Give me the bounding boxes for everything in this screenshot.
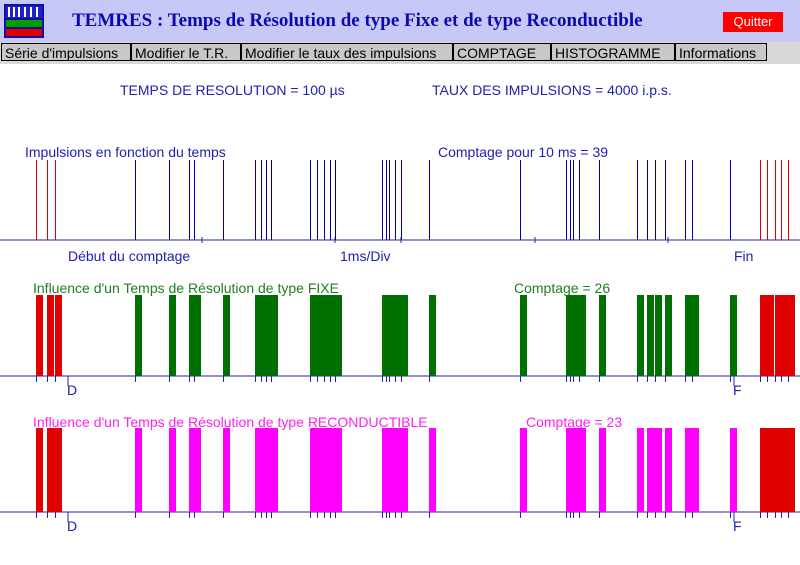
reconductible-pulse-bar <box>255 428 278 512</box>
resolution-time-text: TEMPS DE RESOLUTION = 100 µs <box>120 82 345 98</box>
fixed-pulse-bar <box>223 295 230 376</box>
fixed-pulse-bar <box>692 295 699 376</box>
reconductible-pulse-bar <box>665 428 672 512</box>
fixed-pulse-bar <box>730 295 737 376</box>
menu-modifier-taux[interactable]: Modifier le taux des impulsions <box>241 43 453 61</box>
menu-modifier-tr[interactable]: Modifier le T.R. <box>131 43 241 61</box>
reconductible-pulse-bar <box>135 428 142 512</box>
menu-serie-impulsions[interactable]: Série d'impulsions <box>1 43 131 61</box>
fixed-pulse-bar <box>395 295 402 376</box>
fixed-pulse-bar <box>310 295 317 376</box>
fixed-pulse-bar <box>271 295 278 376</box>
fixed-pulse-bar <box>389 295 396 376</box>
fixed-pulse-bar <box>189 295 196 376</box>
fixed-pulse-bar <box>647 295 654 376</box>
panel1-count: Comptage pour 10 ms = 39 <box>438 144 609 160</box>
menu-informations[interactable]: Informations <box>675 43 767 61</box>
reconductible-pulse-bar <box>637 428 644 512</box>
reconductible-pulse-bar <box>566 428 586 512</box>
menu-bar: Série d'impulsions Modifier le T.R. Modi… <box>0 42 800 64</box>
fixed-pulse-bar <box>767 295 774 376</box>
quit-button[interactable]: Quitter <box>723 12 783 32</box>
reconductible-pulse-bar <box>310 428 342 512</box>
reconductible-pulse-bar <box>36 428 43 512</box>
fixed-pulse-bar <box>266 295 273 376</box>
app-logo-icon <box>4 4 44 38</box>
panel3-count: Comptage = 23 <box>526 414 623 430</box>
reconductible-pulse-bar <box>223 428 230 512</box>
reconductible-pulse-bar <box>47 428 62 512</box>
menu-histogramme[interactable]: HISTOGRAMME <box>551 43 675 61</box>
fixed-pulse-bar <box>781 295 788 376</box>
fixed-pulse-bar <box>520 295 527 376</box>
fixed-pulse-bar <box>324 295 331 376</box>
fixed-pulse-bar <box>335 295 342 376</box>
panel2-count: Comptage = 26 <box>514 280 611 296</box>
reconductible-pulse-bar <box>599 428 606 512</box>
fixed-pulse-bar <box>135 295 142 376</box>
fixed-pulse-bar <box>169 295 176 376</box>
fixed-pulse-bar <box>775 295 782 376</box>
fixed-pulse-bar <box>760 295 767 376</box>
start-label: Début du comptage <box>68 248 191 264</box>
fixed-pulse-bar <box>599 295 606 376</box>
reconductible-pulse-bar <box>730 428 737 512</box>
fixed-pulse-bar <box>573 295 580 376</box>
fixed-pulse-bar <box>317 295 324 376</box>
reconductible-pulse-bar <box>429 428 436 512</box>
fixed-pulse-bar <box>566 295 573 376</box>
reconductible-pulse-bar <box>647 428 662 512</box>
reconductible-pulse-bar <box>382 428 408 512</box>
reconductible-pulse-bar <box>685 428 699 512</box>
panel2-start-marker: D <box>67 382 78 398</box>
fixed-pulse-bar <box>655 295 662 376</box>
fixed-pulse-bar <box>429 295 436 376</box>
fixed-pulse-bar <box>330 295 337 376</box>
fixed-pulse-bar <box>788 295 795 376</box>
panel3-start-marker: D <box>67 518 78 534</box>
fixed-pulse-bar <box>685 295 692 376</box>
reconductible-pulse-bar <box>189 428 201 512</box>
fixed-pulse-bar <box>36 295 43 376</box>
panel2-end-marker: F <box>733 382 742 398</box>
reconductible-pulse-bar <box>760 428 795 512</box>
panel3-title: Influence d'un Temps de Résolution de ty… <box>33 414 428 430</box>
fixed-pulse-bar <box>55 295 62 376</box>
reconductible-pulse-bar <box>169 428 176 512</box>
panel3-end-marker: F <box>733 518 742 534</box>
fixed-pulse-bar <box>401 295 408 376</box>
fixed-pulse-bar <box>194 295 201 376</box>
fixed-pulse-bar <box>47 295 54 376</box>
menu-comptage[interactable]: COMPTAGE <box>453 43 551 61</box>
end-label: Fin <box>734 248 754 264</box>
panel1-title: Impulsions en fonction du temps <box>25 144 226 160</box>
fixed-pulse-bar <box>637 295 644 376</box>
fixed-pulse-bar <box>579 295 586 376</box>
scale-label: 1ms/Div <box>340 248 391 264</box>
fixed-pulse-bar <box>255 295 262 376</box>
panel2-title: Influence d'un Temps de Résolution de ty… <box>33 280 339 296</box>
pulse-rate-text: TAUX DES IMPULSIONS = 4000 i.p.s. <box>432 82 672 98</box>
reconductible-pulse-bar <box>520 428 527 512</box>
title-bar: TEMRES : Temps de Résolution de type Fix… <box>0 0 800 42</box>
fixed-pulse-bar <box>382 295 389 376</box>
app-title: TEMRES : Temps de Résolution de type Fix… <box>72 10 643 31</box>
fixed-pulse-bar <box>261 295 268 376</box>
fixed-pulse-bar <box>665 295 672 376</box>
